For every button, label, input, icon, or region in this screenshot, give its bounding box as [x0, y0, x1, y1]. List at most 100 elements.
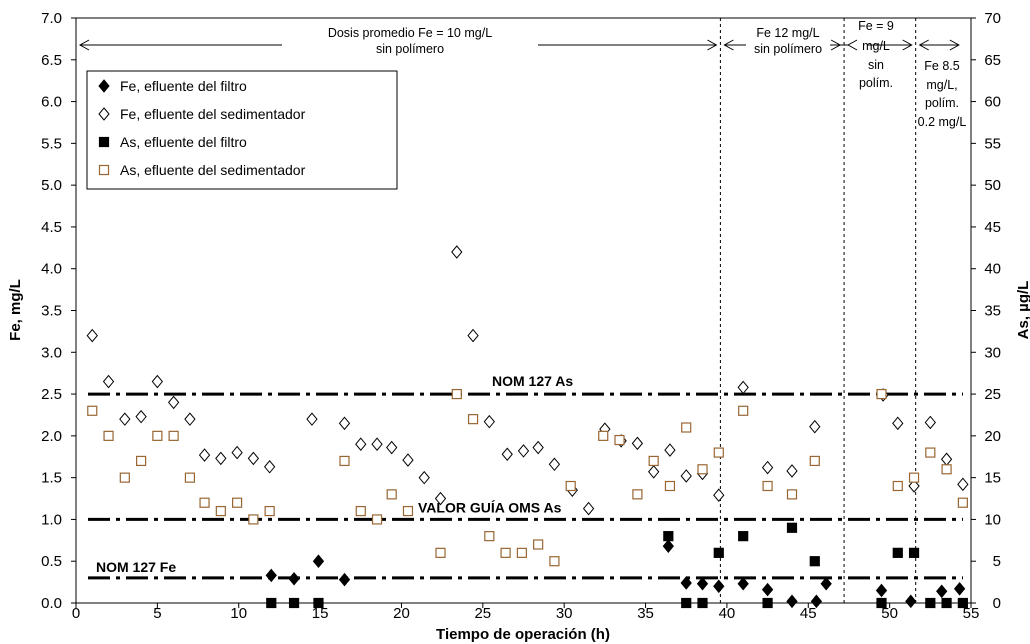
y-axis-title: Fe, mg/L — [7, 279, 24, 341]
data-point — [215, 505, 226, 517]
data-point — [941, 597, 952, 609]
data-point — [697, 464, 708, 475]
arrow-head — [847, 39, 858, 51]
data-point — [908, 472, 920, 483]
data-point — [199, 497, 210, 508]
data-point — [532, 440, 544, 455]
data-point — [501, 447, 513, 462]
period-annotations: Dosis promedio Fe = 10 mg/L sin polímero F… — [78, 19, 966, 129]
data-point — [761, 582, 774, 597]
y2-tick-label: 65 — [984, 52, 1001, 69]
data-point — [265, 568, 277, 583]
legend-marker — [98, 164, 110, 176]
arrow-head — [707, 39, 718, 51]
y-tick-label: 3.0 — [41, 344, 62, 361]
legend: Fe, efluente del filtro Fe, efluente del … — [86, 70, 398, 190]
reference-lines: NOM 127 As VALOR GUÍA OMS As NOM 127 Fe — [88, 373, 963, 580]
y-tick-label: 5.5 — [41, 135, 62, 152]
data-point — [876, 597, 887, 609]
data-point — [548, 457, 561, 472]
data-point — [713, 447, 724, 458]
data-point — [957, 477, 969, 492]
data-point — [248, 514, 259, 525]
data-point — [957, 597, 968, 609]
data-points — [86, 245, 969, 609]
data-point — [810, 594, 823, 609]
annotation-text: Dosis promedio Fe = 10 mg/L — [328, 26, 492, 40]
data-point — [135, 409, 147, 424]
annotation-text: sin polímero — [754, 42, 822, 56]
x-tick-label: 50 — [881, 605, 898, 622]
y2-tick-label: 35 — [984, 303, 1001, 320]
data-point — [434, 491, 447, 506]
data-point — [86, 328, 98, 343]
data-point — [288, 571, 300, 586]
annotation-text: polím. — [859, 76, 893, 90]
y-tick-label: 4.5 — [41, 219, 62, 236]
annotation-text: sin — [868, 58, 884, 72]
data-point — [339, 455, 350, 467]
data-point — [119, 472, 130, 483]
data-point — [941, 464, 952, 475]
legend-marker — [98, 136, 110, 148]
data-point — [565, 480, 576, 492]
data-point — [467, 414, 479, 425]
data-point — [386, 440, 398, 455]
y-tick-label: 1.0 — [41, 511, 62, 528]
data-point — [680, 469, 692, 483]
data-point — [664, 480, 676, 492]
reference-line-label: NOM 127 As — [492, 373, 573, 389]
y2-tick-label: 30 — [984, 344, 1001, 361]
data-point — [737, 380, 749, 395]
data-point — [232, 497, 243, 508]
data-point — [925, 597, 936, 609]
data-point — [467, 328, 479, 343]
y2-tick-label: 5 — [993, 553, 1001, 570]
data-point — [905, 594, 917, 609]
annotation-text: Fe 8.5 — [924, 59, 959, 73]
data-point — [152, 430, 163, 441]
y-tick-label: 1.5 — [41, 470, 62, 487]
data-point — [215, 451, 227, 466]
x-axis: 0 5 10 15 20 25 30 35 40 45 50 55 — [72, 603, 980, 622]
data-point — [925, 447, 936, 458]
data-point — [500, 547, 511, 558]
y-tick-label: 4.0 — [41, 261, 62, 278]
data-point — [892, 547, 903, 558]
data-point — [266, 597, 277, 609]
data-point — [451, 388, 462, 400]
legend-box — [86, 70, 398, 190]
y-axis-left: 0.0 0.5 1.0 1.5 2.0 2.5 3.0 3.5 4.0 4.5 5.0 5.5 6.0 6… — [41, 10, 76, 612]
data-point — [484, 531, 495, 542]
x-tick-label: 20 — [393, 605, 410, 622]
y-tick-label: 2.5 — [41, 386, 62, 403]
data-point — [435, 547, 446, 558]
y2-tick-label: 70 — [984, 10, 1001, 27]
data-point — [713, 579, 725, 594]
data-point — [517, 444, 530, 458]
data-point — [355, 437, 367, 451]
data-point — [663, 531, 674, 542]
x-tick-label: 30 — [556, 605, 573, 622]
data-point — [119, 412, 131, 426]
data-point — [371, 437, 383, 451]
series-2 — [86, 245, 969, 516]
data-point — [87, 405, 98, 416]
y2-axis-title: As, µg/L — [1015, 281, 1030, 340]
data-point — [402, 505, 414, 517]
data-point — [582, 501, 595, 516]
data-point — [953, 582, 966, 596]
data-point — [167, 395, 180, 410]
x-tick-label: 55 — [963, 605, 980, 622]
y-tick-label: 2.0 — [41, 428, 62, 445]
data-point — [786, 464, 798, 478]
data-point — [680, 576, 692, 590]
data-point — [312, 554, 325, 568]
annotation-text: mg/L — [862, 39, 890, 53]
data-point — [957, 497, 968, 508]
x-tick-label: 0 — [72, 605, 80, 622]
data-point — [198, 448, 211, 462]
x-tick-label: 25 — [474, 605, 491, 622]
data-point — [451, 245, 463, 259]
y2-tick-label: 40 — [984, 261, 1001, 278]
